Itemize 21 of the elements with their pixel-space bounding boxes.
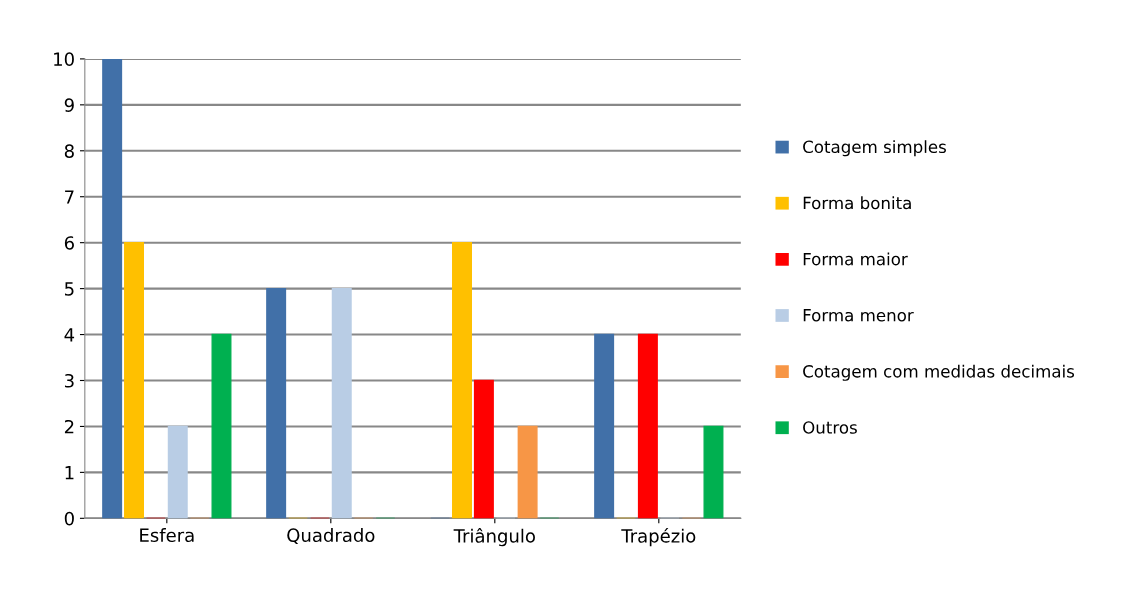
y-tick-label: 3 bbox=[64, 373, 74, 388]
x-tick-label: Quadrado bbox=[287, 528, 375, 545]
y-tick-label: 5 bbox=[65, 282, 74, 296]
y-tick-label: 9 bbox=[64, 98, 74, 112]
legend-label: Cotagem com medidas decimais bbox=[803, 364, 1075, 381]
y-tick-label: 0 bbox=[64, 511, 74, 526]
y-tick-label: 6 bbox=[64, 236, 74, 250]
y-tick-label: 7 bbox=[65, 190, 74, 204]
legend-label: Forma bonita bbox=[803, 196, 911, 210]
x-tick-label: Trapézio bbox=[621, 528, 696, 547]
legend-label: Cotagem simples bbox=[803, 140, 946, 157]
legend-label: Forma maior bbox=[803, 252, 908, 266]
x-tick-label: Triângulo bbox=[453, 528, 535, 547]
legend-label: Forma menor bbox=[803, 309, 914, 322]
y-tick-label: 10 bbox=[54, 52, 74, 67]
y-tick-label: 8 bbox=[64, 144, 74, 158]
y-tick-label: 4 bbox=[64, 328, 75, 342]
y-tick-label: 1 bbox=[65, 466, 74, 480]
y-tick-label: 2 bbox=[64, 419, 74, 434]
x-tick-label: Esfera bbox=[140, 528, 194, 543]
legend-label: Outros bbox=[803, 421, 857, 434]
